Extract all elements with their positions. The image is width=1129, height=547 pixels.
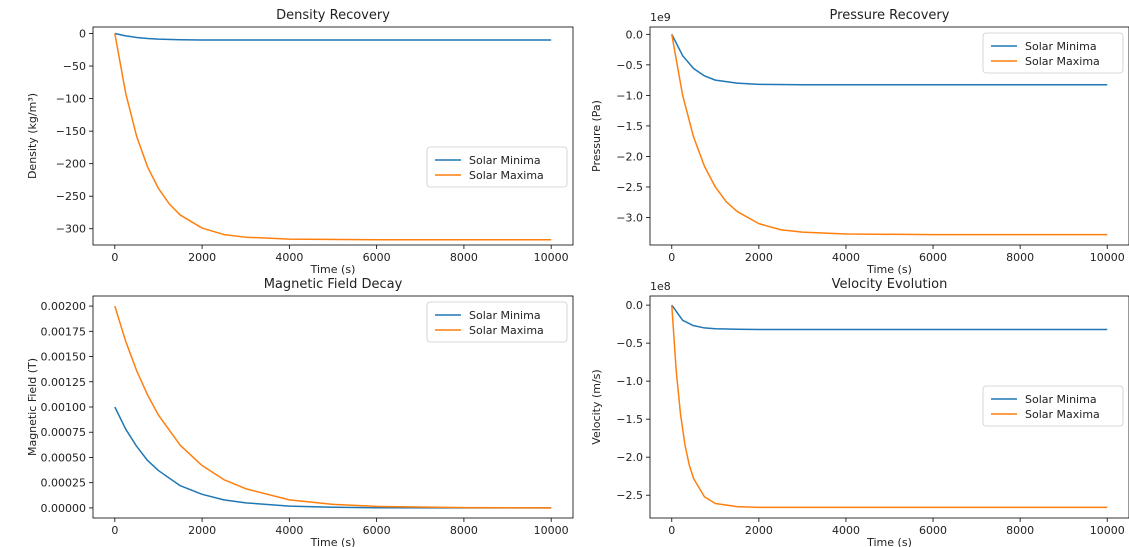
legend: Solar Minima Solar Maxima — [426, 301, 568, 343]
chart-title: Velocity Evolution — [832, 277, 948, 292]
x-tick-label: 10000 — [534, 524, 569, 537]
x-tick-label: 6000 — [919, 524, 947, 537]
y-tick-label: 0.00100 — [41, 401, 87, 414]
legend-box — [426, 146, 568, 188]
y-axis-label: Velocity (m/s) — [590, 369, 603, 444]
y-tick-label: −0.5 — [616, 59, 643, 72]
legend-label-solar-minima: Solar Minima — [469, 309, 541, 322]
legend-box — [982, 32, 1124, 74]
axis-offset-text: 1e9 — [650, 11, 671, 24]
panel-pressure-recovery: Pressure Recovery 1e9 0 2000 4000 6000 8000 100… — [590, 8, 1129, 276]
y-tick-label: −1.0 — [616, 89, 643, 102]
x-tick-label: 6000 — [363, 251, 391, 264]
plot-area-frame — [649, 295, 1129, 519]
y-tick-label: −3.0 — [616, 212, 643, 225]
series-line-solar-minima — [114, 406, 552, 509]
x-tick-label: 10000 — [1090, 251, 1125, 264]
x-tick-label: 2000 — [188, 524, 216, 537]
y-tick-label: −1.5 — [616, 120, 643, 133]
x-tick-label: 2000 — [745, 251, 773, 264]
x-tick-label: 4000 — [275, 251, 303, 264]
y-tick-label: −300 — [56, 223, 86, 236]
x-tick-label: 10000 — [1090, 524, 1125, 537]
legend-label-solar-minima: Solar Minima — [1025, 40, 1097, 53]
x-tick-label: 6000 — [919, 251, 947, 264]
legend-label-solar-minima: Solar Minima — [1025, 393, 1097, 406]
y-tick-label: −2.0 — [616, 451, 643, 464]
plot-area-frame — [649, 26, 1129, 246]
legend-box — [982, 385, 1124, 427]
y-tick-label: 0.00050 — [41, 451, 87, 464]
y-axis-label: Pressure (Pa) — [590, 100, 603, 172]
panel-density-recovery: Density Recovery 0 2000 4000 6000 8000 10000 0 −… — [26, 8, 574, 276]
y-tick-label: −250 — [56, 190, 86, 203]
y-tick-label: 0.00150 — [41, 351, 87, 364]
x-tick-label: 4000 — [832, 251, 860, 264]
legend: Solar Minima Solar Maxima — [426, 146, 568, 188]
series-line-solar-maxima — [671, 34, 1108, 236]
x-tick-label: 8000 — [1006, 524, 1034, 537]
y-tick-label: −100 — [56, 93, 86, 106]
y-tick-label: 0.00075 — [41, 426, 87, 439]
y-tick-label: −1.5 — [616, 413, 643, 426]
x-axis-label: Time (s) — [866, 536, 912, 547]
y-tick-label: 0.0 — [626, 299, 644, 312]
y-tick-label: 0.00175 — [41, 325, 87, 338]
x-tick-label: 4000 — [275, 524, 303, 537]
legend-label-solar-minima: Solar Minima — [469, 154, 541, 167]
x-axis-label: Time (s) — [310, 536, 356, 547]
legend: Solar Minima Solar Maxima — [982, 385, 1124, 427]
chart-title: Density Recovery — [276, 8, 390, 23]
x-tick-label: 2000 — [188, 251, 216, 264]
x-tick-label: 8000 — [450, 251, 478, 264]
y-tick-label: −200 — [56, 158, 86, 171]
legend-label-solar-maxima: Solar Maxima — [469, 324, 544, 337]
y-tick-label: 0.00000 — [41, 502, 87, 515]
x-tick-label: 2000 — [745, 524, 773, 537]
y-tick-label: 0.00025 — [41, 477, 87, 490]
x-tick-label: 0 — [668, 251, 675, 264]
y-axis-label: Magnetic Field (T) — [26, 358, 39, 456]
x-axis-label: Time (s) — [866, 263, 912, 276]
y-axis-label: Density (kg/m³) — [26, 93, 39, 179]
x-tick-label: 10000 — [534, 251, 569, 264]
panel-velocity-evolution: Velocity Evolution 1e8 0 2000 4000 6000 8000 10… — [590, 277, 1129, 547]
x-tick-label: 8000 — [450, 524, 478, 537]
series-line-solar-maxima — [671, 305, 1108, 509]
y-tick-label: −2.5 — [616, 181, 643, 194]
x-tick-label: 0 — [668, 524, 675, 537]
y-tick-label: −2.5 — [616, 489, 643, 502]
legend-label-solar-maxima: Solar Maxima — [1025, 55, 1100, 68]
x-tick-label: 6000 — [363, 524, 391, 537]
y-tick-label: −50 — [63, 60, 86, 73]
legend-label-solar-maxima: Solar Maxima — [1025, 408, 1100, 421]
legend-label-solar-maxima: Solar Maxima — [469, 169, 544, 182]
plot-area-frame — [92, 26, 574, 246]
y-tick-label: −0.5 — [616, 337, 643, 350]
y-tick-label: 0 — [79, 28, 86, 41]
y-tick-label: −2.0 — [616, 150, 643, 163]
x-tick-label: 0 — [111, 524, 118, 537]
y-tick-label: −150 — [56, 125, 86, 138]
x-tick-label: 4000 — [832, 524, 860, 537]
chart-title: Magnetic Field Decay — [264, 277, 403, 292]
x-axis-label: Time (s) — [310, 263, 356, 276]
series-line-solar-maxima — [114, 33, 552, 241]
panel-magnetic-field-decay: Magnetic Field Decay 0 2000 4000 6000 8000 100… — [26, 277, 574, 547]
chart-title: Pressure Recovery — [830, 8, 950, 23]
series-line-solar-minima — [671, 304, 1108, 331]
series-line-solar-maxima — [114, 305, 552, 509]
series-line-solar-minima — [114, 32, 552, 41]
legend: Solar Minima Solar Maxima — [982, 32, 1124, 74]
y-tick-label: −1.0 — [616, 375, 643, 388]
legend-box — [426, 301, 568, 343]
y-tick-label: 0.00125 — [41, 376, 87, 389]
x-tick-label: 0 — [111, 251, 118, 264]
y-tick-label: 0.00200 — [41, 300, 87, 313]
axis-offset-text: 1e8 — [650, 280, 671, 293]
series-line-solar-minima — [671, 33, 1108, 86]
y-tick-label: 0.0 — [626, 28, 644, 41]
x-tick-label: 8000 — [1006, 251, 1034, 264]
